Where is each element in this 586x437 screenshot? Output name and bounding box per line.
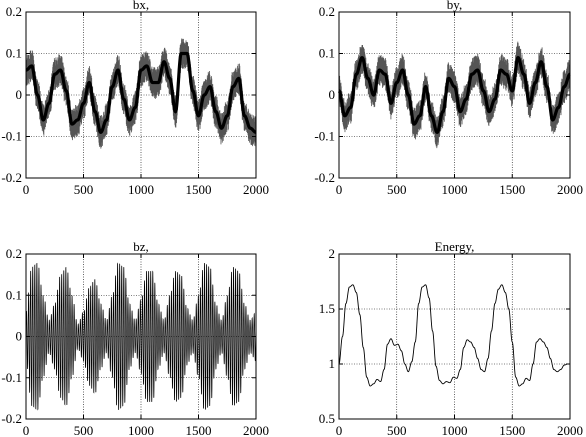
panel-by: 0 500 1000 1500 2000 -0.2 -0.1 0 0.1 0.2 by, xyxy=(314,0,583,197)
energy-x-tick-label: 0 xyxy=(336,423,343,437)
bz-x-tick-label: 1500 xyxy=(186,423,212,437)
by-y-tick-label: -0.1 xyxy=(314,129,335,144)
bx-x-tick-label: 2000 xyxy=(243,182,269,197)
bz-y-tick-label: 0 xyxy=(16,329,23,344)
by-y-tick-label: 0.1 xyxy=(319,46,335,61)
energy-y-tick-label: 0.5 xyxy=(319,411,335,426)
energy-x-tick-label: 2000 xyxy=(557,423,583,437)
bx-y-tick-label: 0.2 xyxy=(6,4,22,19)
by-y-tick-label: -0.2 xyxy=(314,170,335,185)
bz-y-tick-label: -0.1 xyxy=(1,370,22,385)
by-y-tick-label: 0.2 xyxy=(319,4,335,19)
bx-series-line xyxy=(25,51,257,135)
bx-y-tick-label: -0.1 xyxy=(1,129,22,144)
energy-chart-title: Energy, xyxy=(435,239,475,254)
bx-y-tick-label: 0 xyxy=(16,87,23,102)
energy-x-tick-label: 500 xyxy=(387,423,407,437)
bz-x-tick-label: 2000 xyxy=(243,423,269,437)
bx-x-tick-label: 1000 xyxy=(128,182,154,197)
bx-x-tick-label: 500 xyxy=(74,182,94,197)
by-chart-title: by, xyxy=(447,0,462,12)
panel-bx: 0 500 1000 1500 2000 -0.2 -0.1 0 0.1 0.2 bx, xyxy=(1,0,269,197)
bz-y-tick-label: 0.2 xyxy=(6,246,22,261)
bx-x-tick-label: 1500 xyxy=(186,182,212,197)
bz-chart-title: bz, xyxy=(133,239,149,254)
by-x-tick-label: 2000 xyxy=(557,182,583,197)
by-x-tick-label: 1000 xyxy=(442,182,468,197)
panel-energy: 0 500 1000 1500 2000 0.5 1 1.5 2 Energy, xyxy=(319,239,583,437)
bx-y-tick-label: 0.1 xyxy=(6,46,22,61)
bx-x-tick-label: 0 xyxy=(23,182,30,197)
bz-y-tick-label: 0.1 xyxy=(6,287,22,302)
panel-bz: 0 500 1000 1500 2000 -0.2 -0.1 0 0.1 0.2 bz, xyxy=(1,239,269,437)
bz-x-tick-label: 1000 xyxy=(128,423,154,437)
bz-y-tick-label: -0.2 xyxy=(1,411,22,426)
bz-x-tick-label: 0 xyxy=(23,423,30,437)
bz-series-line xyxy=(25,262,257,411)
energy-series-line xyxy=(338,284,570,387)
by-series-band xyxy=(338,41,571,149)
energy-y-tick-label: 2 xyxy=(329,246,336,261)
energy-x-tick-label: 1500 xyxy=(499,423,525,437)
by-series-line xyxy=(337,55,571,135)
bz-x-tick-label: 500 xyxy=(74,423,94,437)
energy-y-tick-label: 1.5 xyxy=(319,301,335,316)
energy-y-tick-label: 1 xyxy=(329,356,336,371)
energy-x-tick-label: 1000 xyxy=(442,423,468,437)
by-x-tick-label: 500 xyxy=(387,182,407,197)
bx-chart-title: bx, xyxy=(133,0,149,12)
by-x-tick-label: 0 xyxy=(336,182,343,197)
bx-y-tick-label: -0.2 xyxy=(1,170,22,185)
by-x-tick-label: 1500 xyxy=(499,182,525,197)
by-y-tick-label: 0 xyxy=(329,87,336,102)
bx-series-band xyxy=(25,38,257,149)
